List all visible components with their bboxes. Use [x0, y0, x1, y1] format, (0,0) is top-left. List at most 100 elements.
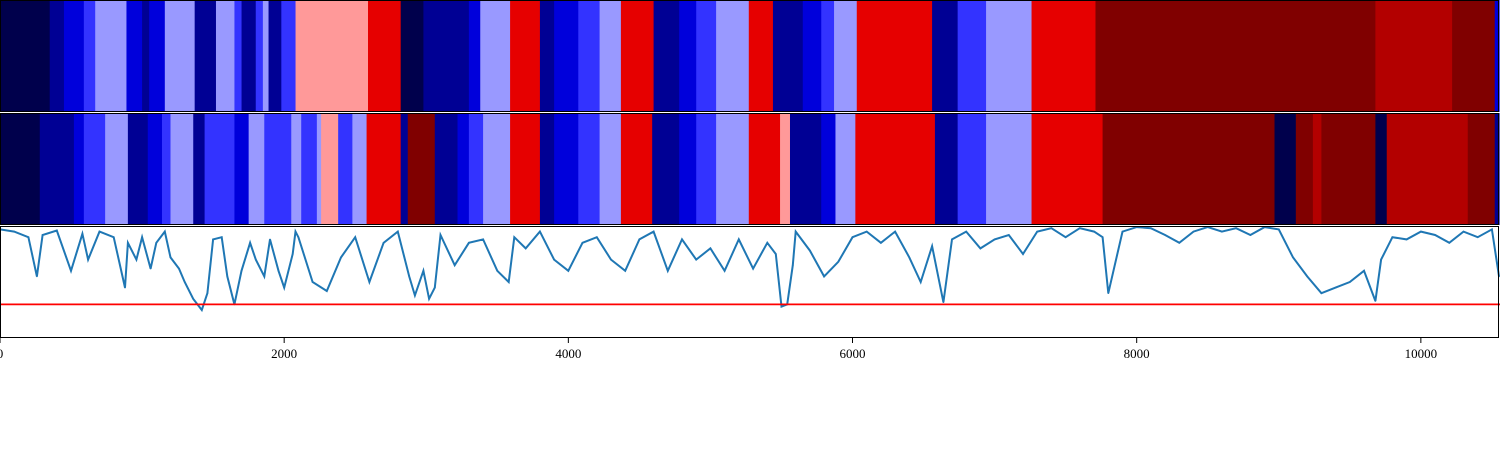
- line-point: [1363, 270, 1365, 272]
- heatmap-segment: [1274, 113, 1297, 225]
- line-point: [624, 270, 626, 272]
- heatmap-segment: [423, 0, 470, 112]
- line-point: [56, 229, 58, 232]
- line-point: [908, 256, 911, 259]
- heatmap-segment: [468, 0, 481, 112]
- line-point: [1405, 238, 1408, 241]
- heatmap-segment: [147, 113, 163, 225]
- heatmap-segment: [95, 0, 128, 112]
- line-point: [41, 234, 44, 236]
- line-point: [127, 242, 129, 244]
- line-point: [249, 242, 251, 244]
- heatmap-segment: [780, 113, 791, 225]
- x-tick-label: 2000: [271, 346, 297, 361]
- heatmap-segment: [483, 113, 511, 225]
- x-axis: 0 2000 4000 6000 8000 10000: [0, 338, 1437, 361]
- line-point: [581, 242, 584, 244]
- line-point: [291, 253, 294, 255]
- heatmap-segment: [338, 113, 353, 225]
- heatmap-segment: [748, 0, 774, 112]
- line-point: [709, 247, 712, 250]
- heatmap-segment: [934, 113, 959, 225]
- heatmap-segment: [301, 113, 318, 225]
- heatmap-segment: [856, 0, 933, 112]
- heatmap-segment: [0, 0, 51, 112]
- line-point: [212, 238, 214, 241]
- line-point: [27, 236, 30, 238]
- line-point: [1306, 275, 1308, 278]
- heatmap-segment: [291, 113, 302, 225]
- line-point: [141, 236, 143, 238]
- line-point: [1036, 230, 1038, 233]
- line-point: [277, 270, 280, 272]
- heatmap-segment: [1312, 113, 1322, 225]
- plot-background: [0, 226, 1500, 338]
- line-point: [149, 267, 152, 270]
- line-point: [667, 270, 669, 272]
- line-point: [326, 290, 328, 292]
- line-point: [1292, 256, 1294, 259]
- line-point: [1448, 242, 1451, 244]
- line-point: [951, 238, 953, 241]
- heatmap-segment: [789, 113, 822, 225]
- line-point: [36, 275, 38, 278]
- heatmap-segment: [400, 113, 409, 225]
- line-point: [524, 247, 527, 250]
- line-point: [1380, 258, 1382, 261]
- heatmap-segment: [193, 113, 206, 225]
- line-point: [428, 298, 430, 300]
- heatmap-segment: [368, 0, 402, 112]
- line-point: [155, 242, 158, 244]
- line-point: [738, 238, 740, 241]
- line-point: [240, 270, 243, 272]
- heatmap-segment: [149, 0, 166, 112]
- heatmap-segment: [281, 0, 297, 112]
- heatmap-segment: [986, 113, 1033, 225]
- line-point: [1434, 234, 1436, 236]
- heatmap-segment: [1321, 113, 1340, 225]
- heatmap-segment: [679, 113, 697, 225]
- heatmap-segment: [1031, 113, 1104, 225]
- heatmap-segment: [821, 113, 837, 225]
- heatmap-segment: [1375, 113, 1388, 225]
- heatmap-segment: [142, 0, 150, 112]
- line-point: [1121, 230, 1124, 233]
- heatmap-segment: [554, 113, 579, 225]
- heatmap-segment: [468, 113, 484, 225]
- line-point: [124, 286, 126, 289]
- line-point: [482, 238, 484, 241]
- line-point: [206, 292, 209, 295]
- line-point: [294, 230, 297, 233]
- line-point: [1391, 236, 1394, 238]
- heatmap-segment: [434, 113, 459, 225]
- heatmap-segment: [0, 113, 41, 225]
- line-point: [880, 242, 882, 244]
- line-point: [775, 253, 777, 255]
- line-point: [269, 238, 271, 241]
- line-point: [283, 286, 286, 289]
- heatmap-segment: [215, 0, 236, 112]
- heatmap-segment: [696, 113, 717, 225]
- line-point: [567, 270, 570, 272]
- heatmap-segment: [716, 113, 750, 225]
- line-point: [220, 236, 223, 238]
- line-point: [1050, 227, 1053, 229]
- line-panel-bottom: [0, 226, 1500, 338]
- heatmap-segment: [194, 0, 217, 112]
- heatmap-segment: [366, 113, 402, 225]
- line-point: [408, 275, 411, 278]
- line-point: [311, 281, 314, 283]
- line-point: [993, 238, 996, 241]
- line-point: [652, 230, 655, 233]
- line-point: [942, 301, 945, 304]
- heatmap-segment: [539, 113, 555, 225]
- line-point: [539, 230, 541, 233]
- line-point: [837, 261, 840, 263]
- heatmap-segment: [268, 0, 282, 112]
- heatmap-segment: [855, 113, 936, 225]
- heatmap-segment: [510, 113, 541, 225]
- heatmap-segment: [105, 113, 129, 225]
- heatmap-segment: [126, 0, 143, 112]
- line-point: [255, 258, 257, 261]
